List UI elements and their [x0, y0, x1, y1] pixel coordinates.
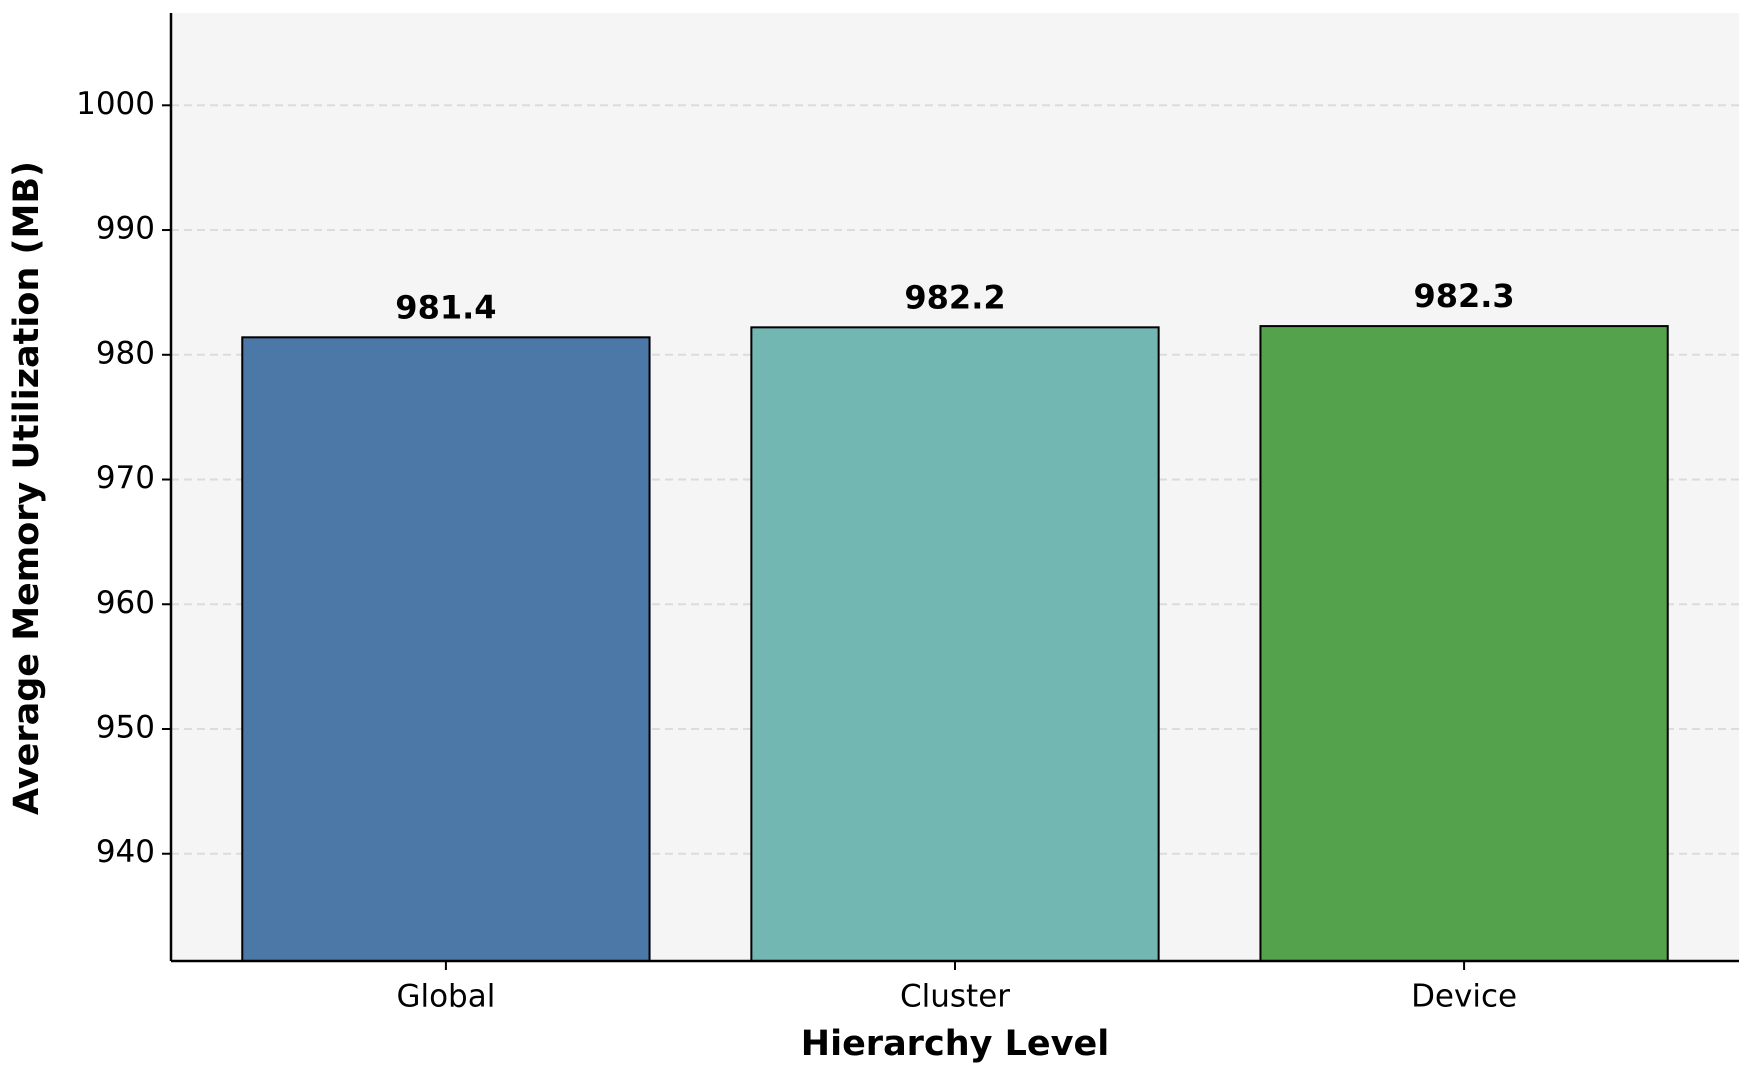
- bar: [1259, 325, 1669, 962]
- value-label: 981.4: [395, 288, 496, 326]
- bar: [750, 326, 1160, 962]
- x-tick-label: Device: [1411, 979, 1517, 1015]
- value-label: 982.3: [1413, 277, 1514, 315]
- y-tick-label: 960: [96, 585, 155, 621]
- y-tick-label: 970: [96, 460, 155, 496]
- x-axis-title: Hierarchy Level: [801, 1024, 1109, 1064]
- x-tick-label: Cluster: [900, 979, 1010, 1015]
- y-tick-label: 1000: [76, 86, 155, 122]
- x-tick-label: Global: [396, 979, 495, 1015]
- value-label: 982.2: [904, 278, 1005, 316]
- bar: [241, 336, 651, 962]
- y-tick-label: 990: [96, 211, 155, 247]
- y-tick-label: 950: [96, 709, 155, 745]
- y-tick-label: 980: [96, 335, 155, 371]
- y-axis-title: Average Memory Utilization (MB): [7, 161, 47, 815]
- y-tick-label: 940: [96, 834, 155, 870]
